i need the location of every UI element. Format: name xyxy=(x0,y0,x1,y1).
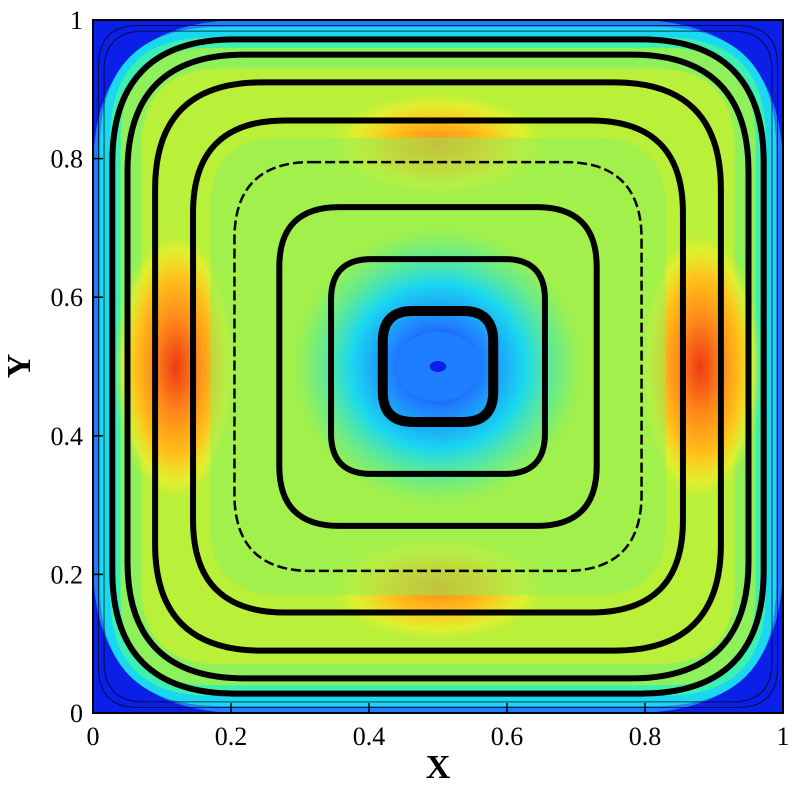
x-tick-label: 0 xyxy=(87,722,100,751)
x-tick-label: 0.2 xyxy=(215,722,248,751)
x-tick-label: 0.4 xyxy=(353,722,386,751)
y-tick-label: 0.4 xyxy=(51,422,84,451)
x-axis: 0 0.2 0.4 0.6 0.8 1 xyxy=(87,703,790,751)
streamline xyxy=(328,256,548,477)
streamline xyxy=(152,79,724,654)
x-tick-label: 0.8 xyxy=(629,722,662,751)
streamline xyxy=(190,117,686,616)
y-tick-label: 0.6 xyxy=(51,283,84,312)
y-tick-label: 0.2 xyxy=(51,560,84,589)
x-axis-title: X xyxy=(426,749,451,786)
high-value-region xyxy=(638,227,763,506)
y-axis: 0 0.2 0.4 0.6 0.8 1 xyxy=(51,6,103,728)
y-tick-label: 0.8 xyxy=(51,145,84,174)
streamline xyxy=(103,30,773,703)
streamlines xyxy=(98,25,778,708)
streamline xyxy=(109,36,767,697)
y-tick-label: 1 xyxy=(70,6,83,35)
x-tick-label: 1 xyxy=(777,722,790,751)
y-tick-label: 0 xyxy=(70,699,83,728)
vortex-center-point xyxy=(429,360,447,373)
y-axis-title: Y xyxy=(1,354,38,379)
contour-field xyxy=(93,20,783,713)
streamline xyxy=(233,160,643,573)
high-value-region xyxy=(113,227,238,506)
streamline xyxy=(98,25,778,708)
x-tick-label: 0.6 xyxy=(491,722,524,751)
streamline xyxy=(276,204,600,529)
streamline xyxy=(124,51,752,682)
streamline xyxy=(377,306,499,427)
plot-frame xyxy=(92,19,784,714)
